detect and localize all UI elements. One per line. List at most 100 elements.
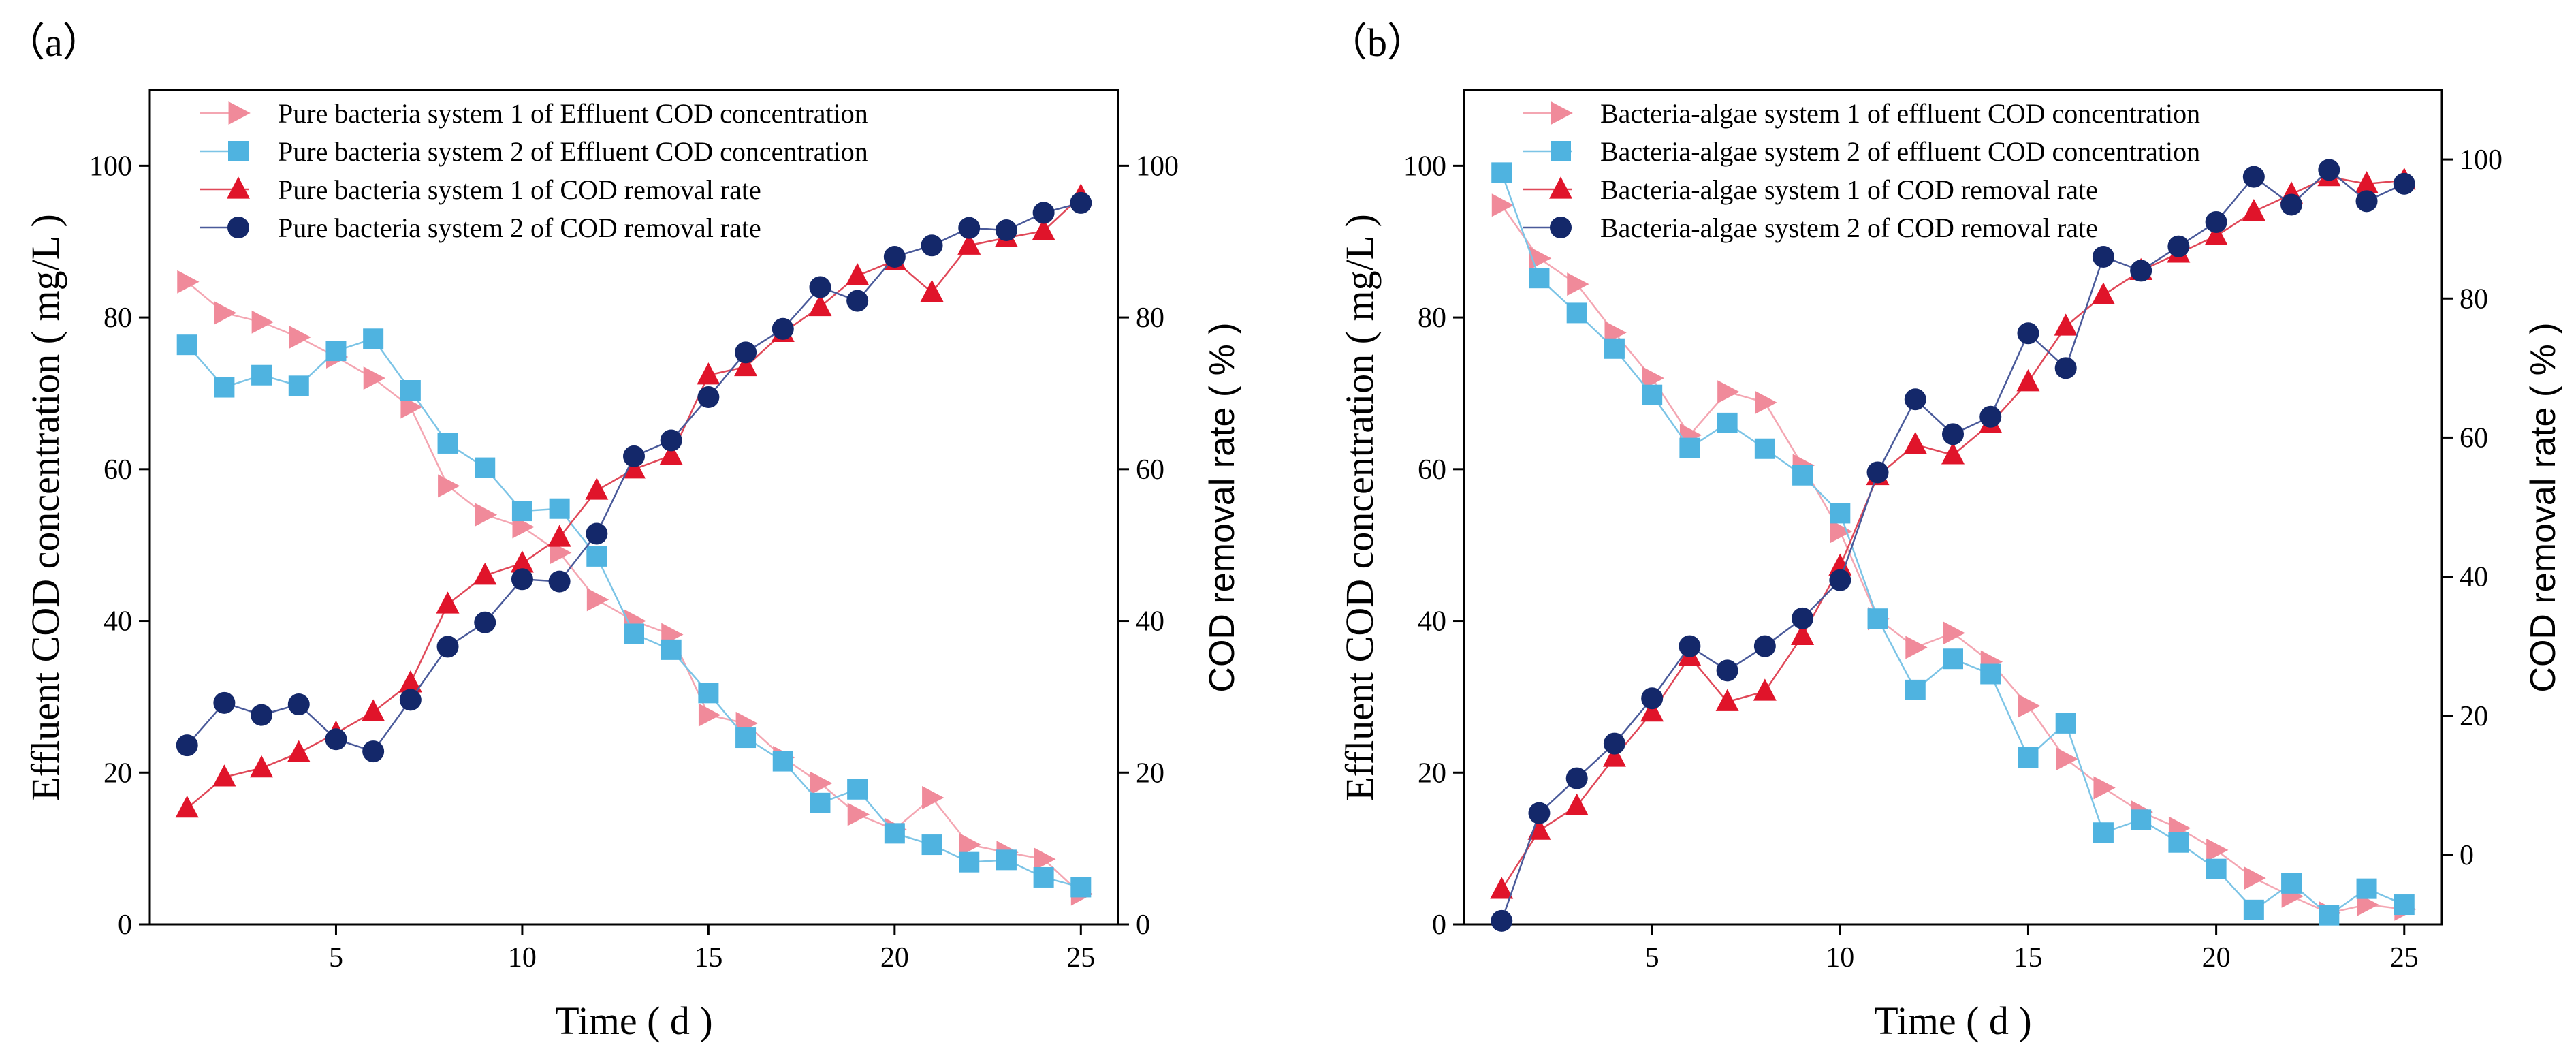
legend-marker bbox=[228, 141, 249, 161]
data-point bbox=[1867, 608, 1888, 629]
data-point bbox=[251, 704, 273, 726]
y2-tick-label: 100 bbox=[2460, 144, 2502, 176]
data-point bbox=[213, 691, 236, 714]
data-point bbox=[2281, 873, 2302, 894]
data-point bbox=[1755, 390, 1777, 414]
data-point bbox=[398, 670, 422, 693]
data-point bbox=[622, 456, 646, 479]
y2-tick-label: 60 bbox=[1136, 454, 1164, 486]
data-point bbox=[510, 550, 534, 573]
series-1 bbox=[177, 270, 1094, 906]
data-point bbox=[436, 591, 460, 614]
data-point bbox=[1679, 437, 1700, 458]
legend-item: Bacteria-algae system 1 of effluent COD … bbox=[1523, 98, 2200, 129]
data-point bbox=[1980, 663, 2001, 685]
panel-b-x-axis: 5 10 15 20 25 bbox=[1645, 924, 2419, 973]
data-point bbox=[2204, 223, 2228, 245]
data-point bbox=[176, 734, 198, 757]
panel-b-y-axis-right: 0 20 40 60 80 100 bbox=[2442, 144, 2502, 871]
series-line bbox=[186, 337, 1081, 888]
y-tick-label: 20 bbox=[1418, 757, 1446, 789]
x-tick-label: 10 bbox=[1826, 942, 1854, 973]
data-point bbox=[2168, 832, 2189, 853]
data-point bbox=[995, 219, 1017, 242]
data-point bbox=[1979, 405, 2002, 428]
data-point bbox=[2206, 858, 2227, 879]
series-line bbox=[1501, 204, 2404, 914]
data-point bbox=[2318, 159, 2340, 181]
y2-tick-label: 60 bbox=[2460, 422, 2488, 454]
data-point bbox=[884, 823, 905, 844]
panel-b-x-axis-title: Time ( d ) bbox=[1874, 999, 2032, 1043]
data-point bbox=[547, 525, 571, 547]
data-point bbox=[1791, 623, 1815, 645]
x-tick-label: 25 bbox=[1066, 942, 1095, 973]
data-point bbox=[475, 503, 498, 527]
series-3 bbox=[175, 183, 1093, 818]
legend-item: Pure bacteria system 1 of COD removal ra… bbox=[200, 174, 761, 205]
data-point bbox=[735, 341, 757, 364]
y-tick-label: 0 bbox=[1432, 909, 1446, 941]
x-tick-label: 20 bbox=[880, 942, 909, 973]
legend-label: Pure bacteria system 1 of Effluent COD c… bbox=[278, 98, 868, 129]
data-point bbox=[735, 727, 757, 749]
data-point bbox=[1716, 659, 1738, 682]
y-tick-label: 100 bbox=[1403, 151, 1446, 182]
panel-b-plot-frame bbox=[1463, 89, 2443, 926]
series-2 bbox=[176, 328, 1092, 898]
data-point bbox=[550, 541, 572, 565]
data-point bbox=[772, 751, 793, 772]
y2-tick-label: 0 bbox=[1136, 909, 1150, 941]
data-point bbox=[2130, 260, 2152, 282]
data-point bbox=[438, 474, 460, 498]
y2-tick-label: 20 bbox=[1136, 757, 1164, 789]
y2-tick-label: 100 bbox=[1136, 151, 1179, 182]
data-point bbox=[436, 636, 459, 658]
data-point bbox=[2131, 809, 2152, 830]
data-point bbox=[586, 588, 609, 612]
y-tick-label: 0 bbox=[118, 909, 132, 941]
legend-marker bbox=[1551, 141, 1571, 161]
panel-b-y2-axis-title: COD removal rate ( % ) bbox=[2524, 322, 2563, 692]
data-point bbox=[2356, 878, 2377, 899]
legend-label: Pure bacteria system 2 of COD removal ra… bbox=[278, 213, 761, 243]
data-point bbox=[2093, 776, 2116, 800]
data-point bbox=[2243, 899, 2264, 920]
data-point bbox=[697, 386, 720, 409]
y2-tick-label: 80 bbox=[2460, 283, 2488, 315]
x-tick-label: 5 bbox=[1645, 942, 1659, 973]
data-point bbox=[957, 232, 981, 255]
data-point bbox=[959, 851, 980, 873]
data-point bbox=[1603, 732, 1625, 755]
data-point bbox=[2054, 313, 2078, 336]
panel-a-plot-frame bbox=[148, 89, 1119, 926]
data-point bbox=[1942, 423, 1964, 445]
series-4 bbox=[176, 191, 1092, 763]
legend-item: Pure bacteria system 2 of COD removal ra… bbox=[200, 213, 761, 243]
series-line bbox=[186, 195, 1082, 809]
data-point bbox=[362, 699, 385, 721]
data-point bbox=[1640, 699, 1664, 722]
data-point bbox=[1491, 909, 1513, 932]
legend-label: Pure bacteria system 1 of COD removal ra… bbox=[278, 174, 761, 205]
y-tick-label: 100 bbox=[89, 151, 132, 182]
y-tick-label: 60 bbox=[104, 454, 132, 486]
data-point bbox=[1604, 338, 1625, 359]
data-point bbox=[2394, 894, 2415, 916]
data-point bbox=[473, 563, 497, 585]
data-point bbox=[1565, 767, 1588, 789]
data-point bbox=[363, 366, 386, 390]
panel-a-x-axis-title: Time ( d ) bbox=[555, 999, 713, 1043]
data-point bbox=[2056, 747, 2078, 771]
data-point bbox=[1491, 193, 1514, 217]
data-point bbox=[661, 639, 682, 660]
data-point bbox=[289, 326, 311, 349]
data-point bbox=[362, 740, 385, 763]
data-point bbox=[586, 522, 608, 545]
y2-tick-label: 40 bbox=[1136, 606, 1164, 638]
data-point bbox=[2017, 322, 2039, 345]
data-point bbox=[1828, 553, 1852, 576]
data-point bbox=[2167, 235, 2190, 257]
